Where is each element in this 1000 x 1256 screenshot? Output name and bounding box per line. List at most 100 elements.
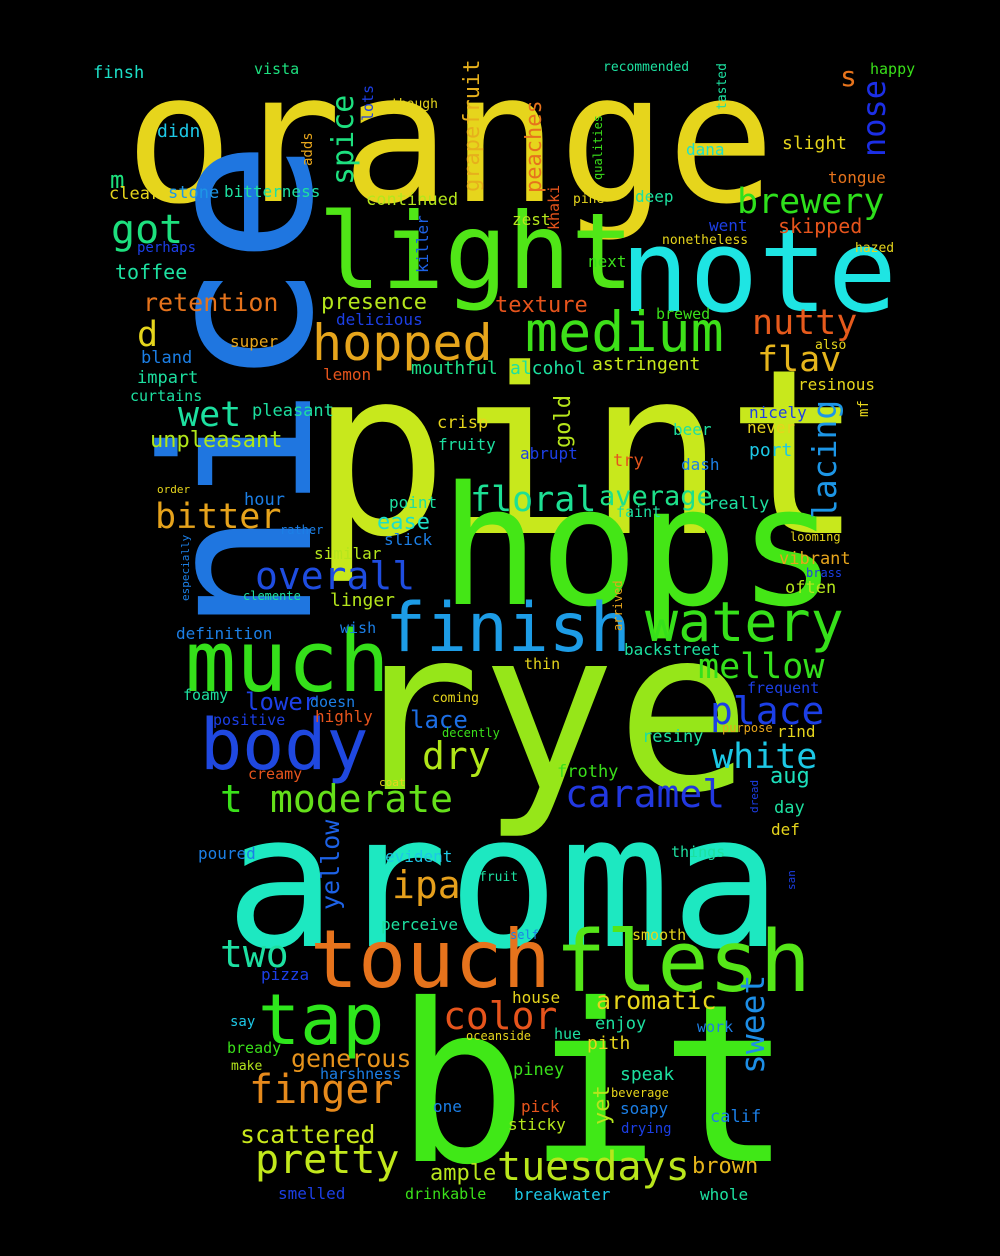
- word-mellow: mellow: [698, 647, 825, 687]
- word-calif: calif: [710, 1107, 762, 1127]
- word-though: though: [391, 97, 438, 112]
- word-adds: adds: [300, 132, 316, 166]
- word-house: house: [512, 988, 561, 1007]
- word-looming: looming: [790, 530, 841, 544]
- word-finish: finish: [385, 589, 631, 668]
- word-resinous: resinous: [798, 375, 876, 394]
- word-tap: tap: [258, 979, 385, 1061]
- word-lots: lots: [359, 84, 377, 121]
- word-foamy: foamy: [183, 686, 229, 704]
- word-work: work: [697, 1018, 734, 1036]
- word-lower: lower: [245, 688, 318, 716]
- word-t: t: [220, 777, 243, 821]
- word-yellow: yellow: [316, 819, 345, 910]
- word-average: average: [599, 481, 713, 512]
- word-say: say: [230, 1014, 256, 1030]
- word-hour: hour: [244, 490, 285, 510]
- word-perceive: perceive: [381, 915, 459, 934]
- word-floral: floral: [470, 480, 597, 520]
- word-breakwater: breakwater: [514, 1185, 611, 1204]
- word-delicious: delicious: [336, 310, 423, 329]
- word-abrupt: abrupt: [520, 444, 578, 463]
- word-pizza: pizza: [261, 965, 310, 984]
- word-aromatic: aromatic: [596, 986, 717, 1015]
- word-hopped: hopped: [312, 314, 493, 372]
- word-beer: beer: [673, 420, 712, 439]
- word-much: much: [185, 613, 390, 712]
- word-brewery: brewery: [737, 182, 885, 222]
- word-try: try: [613, 451, 644, 471]
- word-wish: wish: [340, 619, 377, 637]
- word-bland: bland: [141, 348, 193, 368]
- word-place: place: [710, 689, 825, 733]
- word-enjoy: enjoy: [595, 1014, 647, 1034]
- word-lacing: lacing: [805, 399, 844, 519]
- word-often: often: [785, 578, 837, 598]
- word-presence: presence: [321, 290, 427, 315]
- word-ample: ample: [430, 1161, 497, 1186]
- word-evident: evident: [385, 847, 453, 866]
- word-sticky: sticky: [508, 1115, 566, 1134]
- word-resiny: resiny: [642, 727, 704, 747]
- word-clemente: clemente: [243, 589, 301, 603]
- word-really: really: [708, 494, 770, 514]
- word-pint: pint: [310, 321, 864, 588]
- word-texture: texture: [495, 293, 588, 318]
- word-touch: touch: [310, 913, 551, 1006]
- word-rye: rye: [345, 581, 752, 843]
- word-bitterness: bitterness: [224, 182, 321, 201]
- word-pretty: pretty: [255, 1137, 400, 1183]
- word-slick: slick: [384, 530, 433, 549]
- word-port: port: [749, 440, 793, 461]
- word-nicely: nicely: [749, 403, 807, 422]
- word-generous: generous: [291, 1044, 412, 1073]
- word-frequent: frequent: [747, 679, 820, 697]
- word-two: two: [220, 932, 289, 976]
- word-lace: lace: [410, 706, 468, 734]
- word-harshness: harshness: [320, 1065, 402, 1083]
- word-brass: brass: [806, 566, 843, 580]
- word-retention: retention: [143, 288, 279, 317]
- word-similar: similar: [314, 544, 382, 563]
- word-finger: finger: [249, 1067, 394, 1113]
- word-deep: deep: [635, 187, 674, 206]
- word-rind: rind: [777, 722, 816, 741]
- word-backstreet: backstreet: [624, 640, 721, 659]
- word-fruity: fruity: [438, 435, 496, 454]
- word-tasted: tasted: [715, 63, 730, 110]
- word-unpleasant: unpleasant: [150, 428, 283, 453]
- word-order: order: [157, 483, 191, 496]
- word-doesn: doesn: [310, 693, 356, 711]
- word-mouthful: mouthful: [411, 358, 498, 379]
- word-pleasant: pleasant: [252, 401, 334, 421]
- word-s: s: [840, 60, 857, 93]
- word-flesh: flesh: [555, 913, 811, 1012]
- word-medium: medium: [525, 300, 724, 364]
- word-crisp: crisp: [437, 413, 489, 433]
- word-slight: slight: [782, 133, 848, 154]
- word-coat: coat: [379, 776, 406, 789]
- word-beverage: beverage: [611, 1086, 669, 1100]
- word-drinkable: drinkable: [405, 1185, 487, 1203]
- word-whole: whole: [700, 1185, 749, 1204]
- word-positive: positive: [213, 711, 286, 729]
- word-perhaps: perhaps: [137, 240, 197, 256]
- word-zest: zest: [512, 210, 551, 229]
- word-tuesdays: tuesdays: [497, 1144, 690, 1190]
- word-bready: bready: [227, 1039, 282, 1057]
- word-flav: flav: [757, 340, 842, 380]
- word-went: went: [709, 216, 748, 235]
- word-happy: happy: [870, 60, 916, 78]
- word-aroma: aroma: [225, 774, 782, 990]
- word-brewed: brewed: [656, 305, 711, 323]
- word-def: def: [771, 820, 800, 839]
- word-thin: thin: [524, 655, 561, 673]
- word-definition: definition: [176, 624, 273, 643]
- word-peaches: peaches: [522, 100, 547, 193]
- word-mf: mf: [856, 400, 872, 417]
- word-toffee: toffee: [115, 260, 188, 284]
- word-tongue: tongue: [828, 168, 886, 187]
- word-speak: speak: [620, 1064, 675, 1085]
- word-fruit: fruit: [479, 870, 519, 885]
